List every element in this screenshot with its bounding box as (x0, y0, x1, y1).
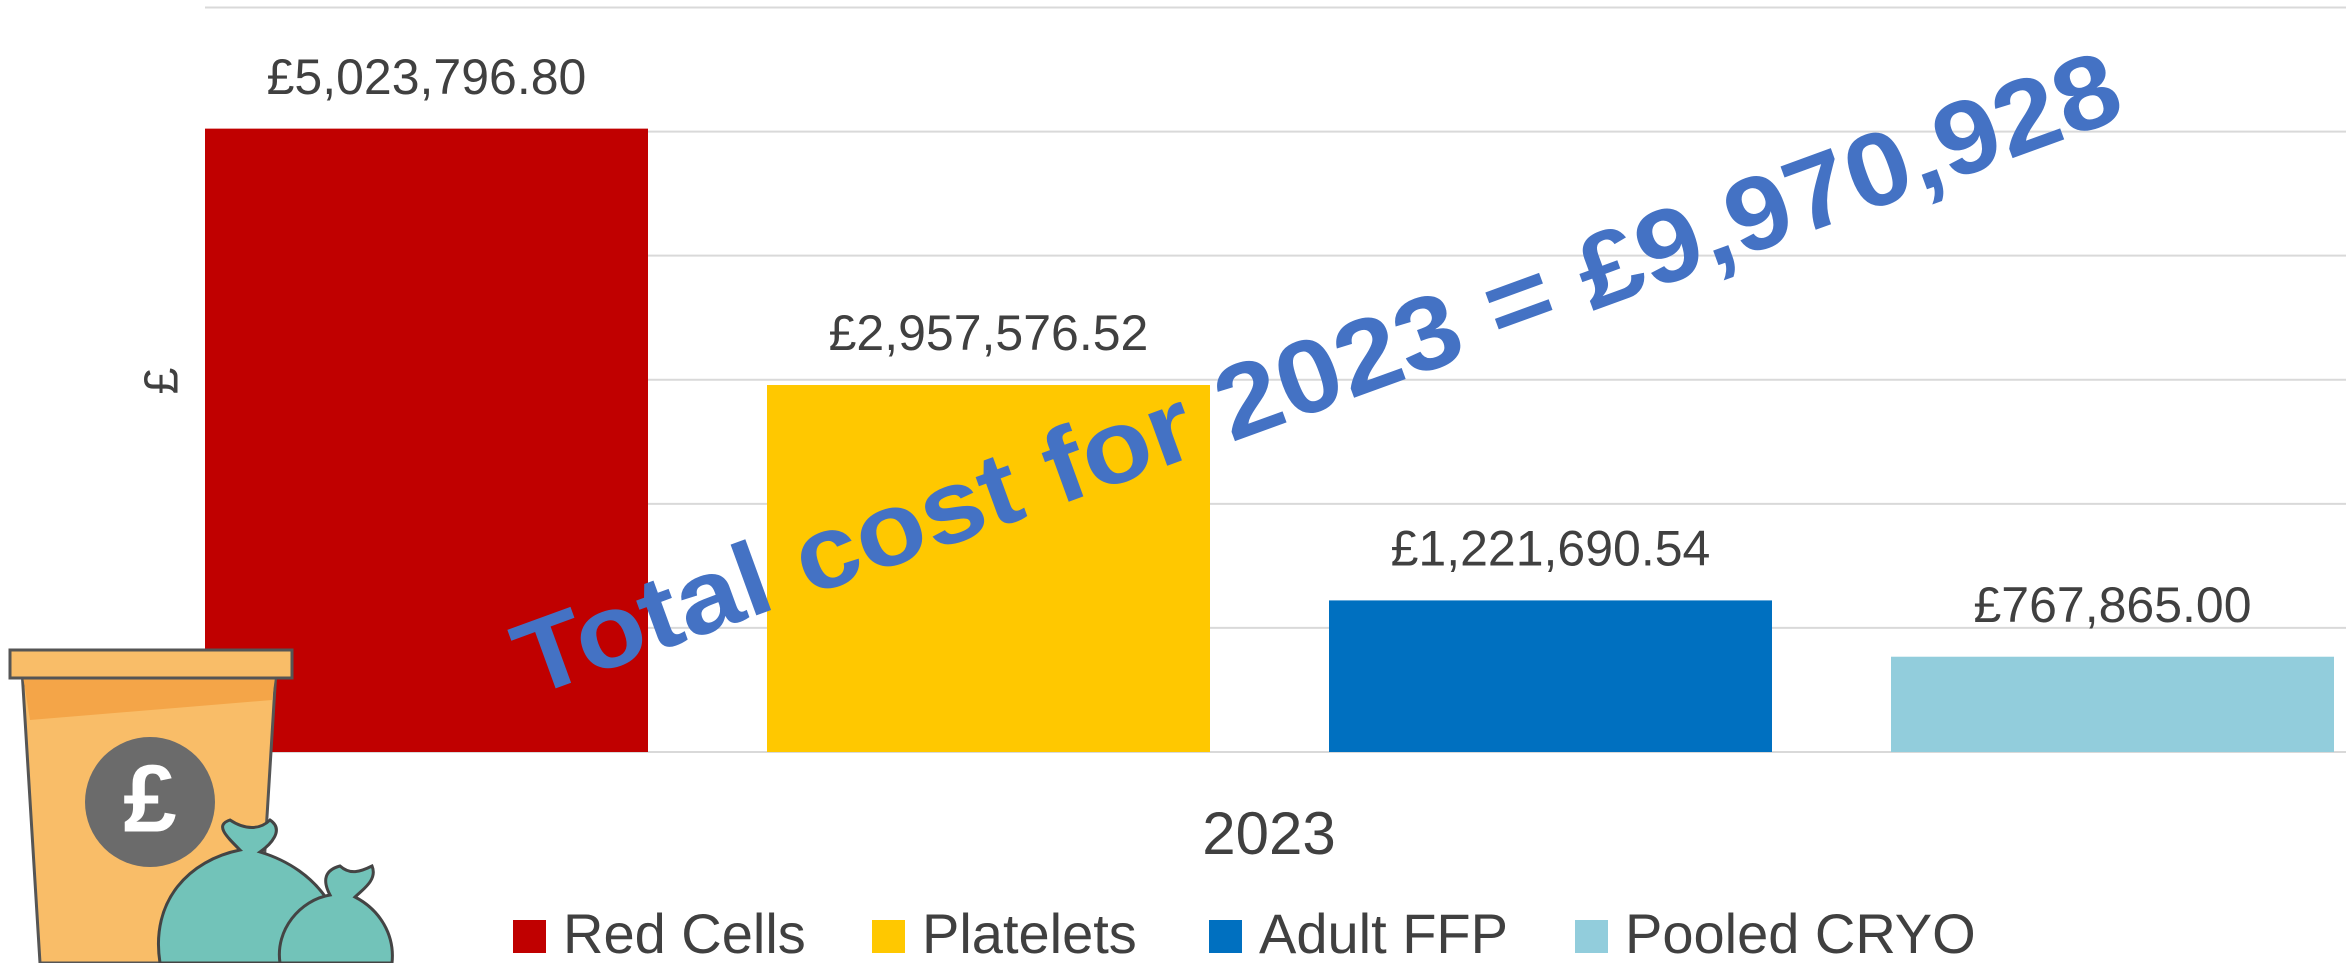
data-label: £1,221,690.54 (1391, 521, 1711, 577)
x-tick-label: 2023 (1202, 800, 1335, 867)
data-label: £2,957,576.52 (829, 305, 1149, 361)
data-label: £767,865.00 (1973, 577, 2251, 633)
legend-label: Pooled CRYO (1625, 902, 1976, 963)
data-label: £5,023,796.80 (267, 49, 587, 105)
legend-swatch (872, 920, 905, 953)
legend-label: Platelets (922, 902, 1137, 963)
legend-label: Red Cells (563, 902, 806, 963)
bar (1329, 600, 1772, 752)
y-axis-label: £ (136, 368, 189, 395)
legend-swatch (1209, 920, 1242, 953)
legend-swatch (513, 920, 546, 953)
bar (1891, 657, 2334, 752)
page: £ £5,023,796.80 £2,957,576.52 £1,221,690.5… (0, 0, 2346, 968)
chart: £ £5,023,796.80 £2,957,576.52 £1,221,690.5… (0, 0, 2346, 963)
legend-swatch (1575, 920, 1608, 953)
legend-label: Adult FFP (1259, 902, 1508, 963)
icon-symbol: £ (123, 745, 176, 852)
